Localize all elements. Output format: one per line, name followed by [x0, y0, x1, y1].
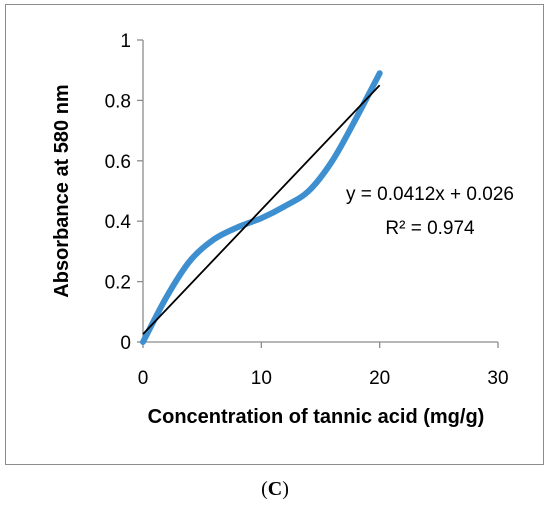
chart-frame [5, 4, 544, 465]
trendline-layer [142, 84, 381, 335]
series-layer [140, 70, 383, 345]
r-squared-label: R² = 0.974 [385, 218, 475, 239]
y-tick-label: 0.8 [105, 91, 131, 112]
x-tick-label: 20 [369, 368, 390, 389]
y-axis-title: Absorbance at 580 nm [51, 84, 73, 297]
x-tick-label: 10 [251, 368, 272, 389]
y-tick-label: 1 [120, 31, 131, 52]
data-series-line [140, 70, 383, 345]
panel-label-open: ( [261, 478, 268, 500]
panel-label: (C) [0, 478, 550, 501]
linear-trendline [142, 84, 381, 335]
chart-canvas: 00.20.40.60.810 10 20 30 Concentration of t… [51, 31, 514, 428]
y-tick-label: 0.4 [105, 212, 132, 233]
y-tick-label: 0 [120, 333, 131, 354]
x-tick-label: 30 [487, 368, 508, 389]
trendline-equation: y = 0.0412x + 0.026 [346, 184, 514, 205]
tick-labels: 00.20.40.60.810 10 20 30 [105, 31, 509, 389]
x-axis-title: Concentration of tannic acid (mg/g) [148, 406, 485, 428]
panel-label-close: ) [282, 478, 289, 500]
axes [137, 39, 499, 348]
panel-label-letter: C [267, 478, 283, 500]
y-tick-label: 0.6 [105, 152, 131, 173]
x-tick-label: 0 [138, 368, 149, 389]
y-tick-label: 0.2 [105, 273, 131, 294]
